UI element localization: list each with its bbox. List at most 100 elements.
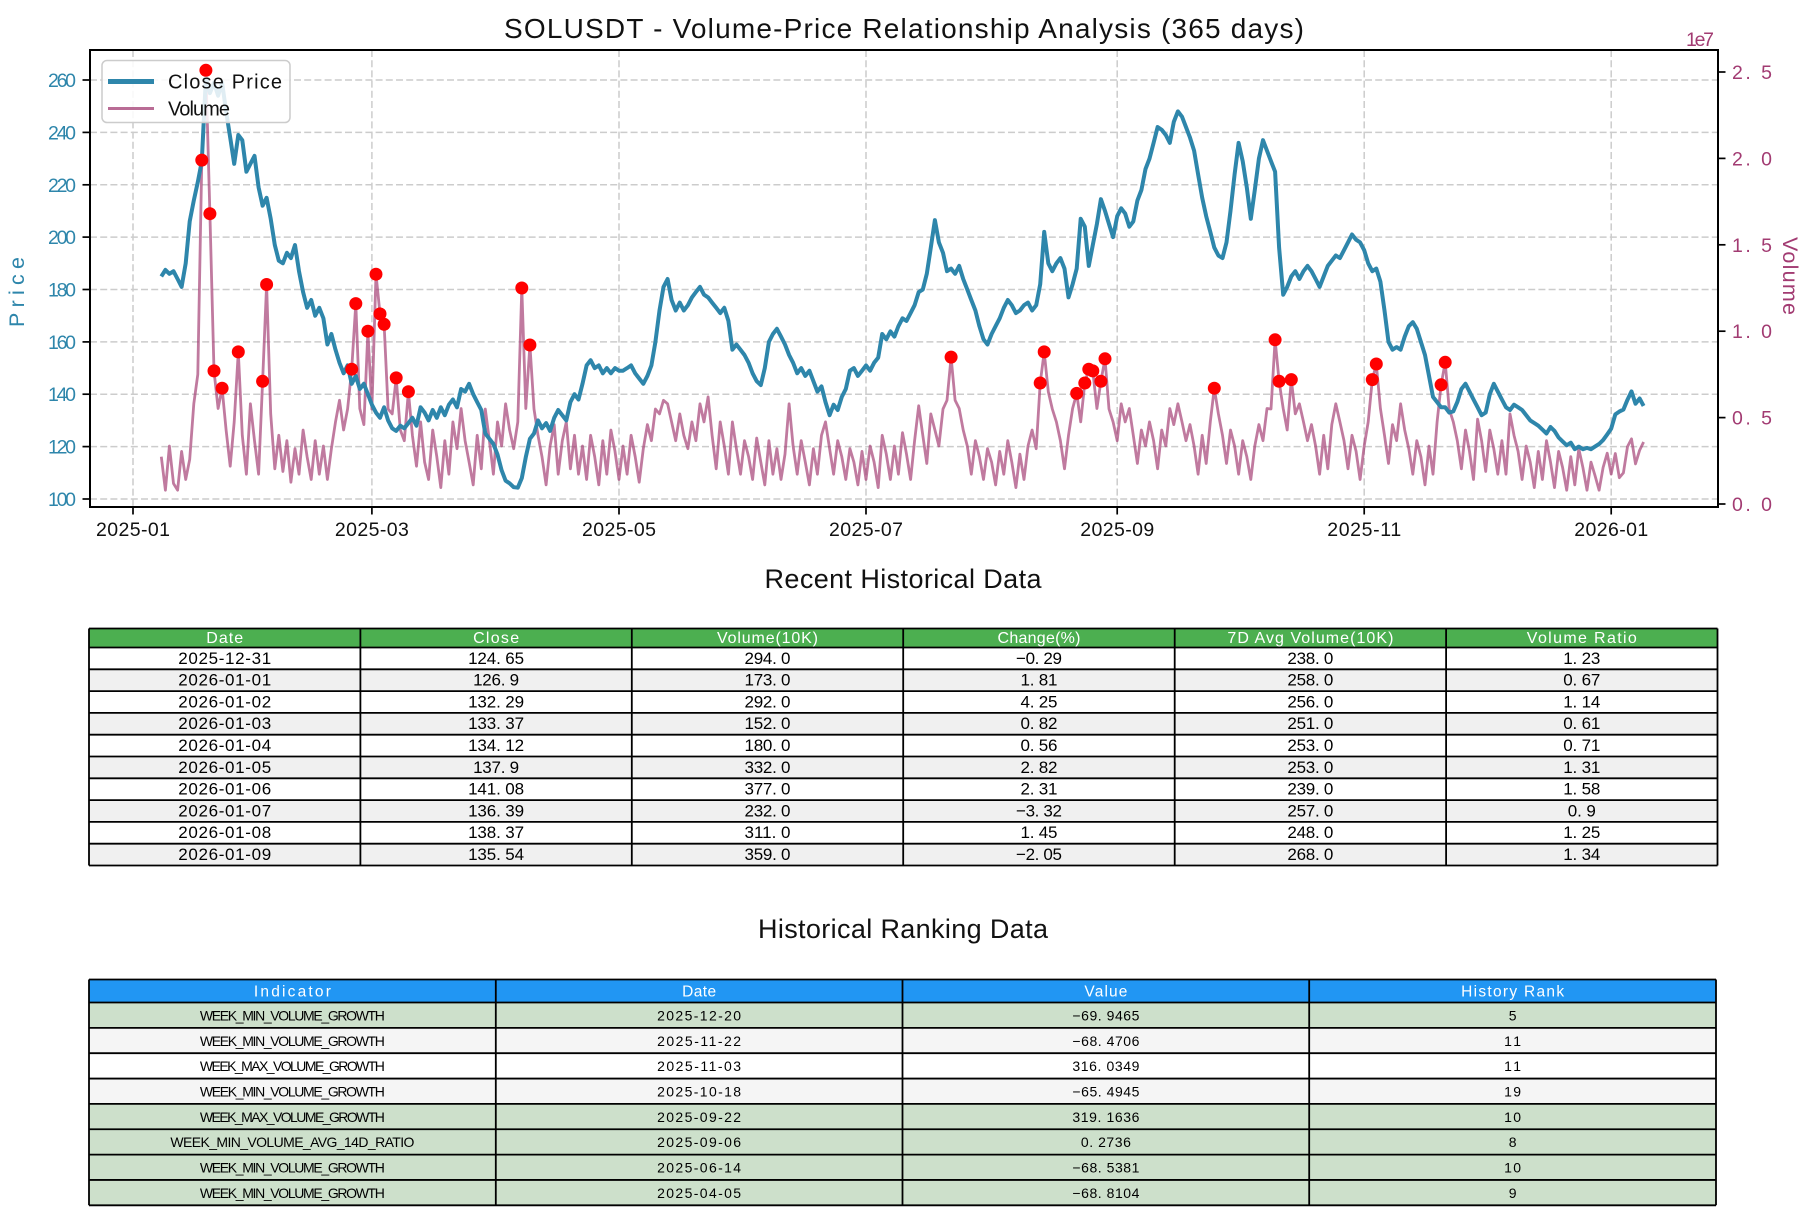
svg-text:359. 0: 359. 0 — [745, 845, 791, 864]
svg-text:2025-04-05: 2025-04-05 — [657, 1185, 741, 1201]
svg-text:100: 100 — [48, 489, 76, 511]
svg-text:256. 0: 256. 0 — [1287, 692, 1333, 711]
svg-text:−68. 4706: −68. 4706 — [1072, 1033, 1139, 1049]
svg-text:258. 0: 258. 0 — [1287, 671, 1333, 690]
svg-text:Recent Historical Data: Recent Historical Data — [765, 564, 1043, 594]
svg-text:−0. 29: −0. 29 — [1016, 649, 1062, 668]
svg-text:1. 81: 1. 81 — [1021, 671, 1058, 690]
svg-text:WEEK_MIN_VOLUME_GROWTH: WEEK_MIN_VOLUME_GROWTH — [200, 1185, 385, 1201]
svg-text:2026-01: 2026-01 — [1574, 519, 1648, 541]
svg-text:WEEK_MIN_VOLUME_AVG_14D_RATIO: WEEK_MIN_VOLUME_AVG_14D_RATIO — [170, 1134, 414, 1150]
svg-text:253. 0: 253. 0 — [1287, 736, 1333, 755]
svg-text:7D Avg Volume(10K): 7D Avg Volume(10K) — [1227, 630, 1393, 647]
svg-text:10: 10 — [1504, 1160, 1521, 1176]
svg-text:332. 0: 332. 0 — [745, 758, 791, 777]
svg-text:Close Price: Close Price — [168, 72, 282, 94]
svg-text:1. 58: 1. 58 — [1563, 780, 1600, 799]
svg-text:160: 160 — [48, 332, 76, 354]
svg-text:268. 0: 268. 0 — [1287, 845, 1333, 864]
svg-text:Volume: Volume — [168, 99, 230, 121]
svg-text:0. 67: 0. 67 — [1563, 671, 1600, 690]
svg-text:−68. 5381: −68. 5381 — [1072, 1160, 1139, 1176]
svg-text:253. 0: 253. 0 — [1287, 758, 1333, 777]
svg-text:377. 0: 377. 0 — [745, 780, 791, 799]
svg-text:2025-11: 2025-11 — [1327, 519, 1401, 541]
svg-text:220: 220 — [48, 175, 76, 197]
svg-text:2026-01-06: 2026-01-06 — [178, 780, 271, 799]
svg-text:2026-01-04: 2026-01-04 — [178, 736, 271, 755]
svg-text:0. 2736: 0. 2736 — [1081, 1134, 1131, 1150]
svg-text:1. 14: 1. 14 — [1563, 692, 1600, 711]
svg-text:2026-01-07: 2026-01-07 — [178, 801, 271, 820]
svg-text:137. 9: 137. 9 — [473, 758, 519, 777]
svg-text:WEEK_MIN_VOLUME_GROWTH: WEEK_MIN_VOLUME_GROWTH — [200, 1084, 385, 1100]
svg-text:Volume: Volume — [1778, 237, 1802, 315]
svg-text:260: 260 — [48, 70, 76, 92]
svg-text:180. 0: 180. 0 — [745, 736, 791, 755]
svg-text:2. 82: 2. 82 — [1021, 758, 1058, 777]
svg-text:Volume Ratio: Volume Ratio — [1527, 630, 1637, 647]
svg-text:2025-03: 2025-03 — [335, 519, 409, 541]
svg-text:0. 82: 0. 82 — [1021, 714, 1058, 733]
svg-text:2026-01-09: 2026-01-09 — [178, 845, 271, 864]
svg-text:248. 0: 248. 0 — [1287, 823, 1333, 842]
svg-text:19: 19 — [1504, 1084, 1521, 1100]
svg-text:1. 45: 1. 45 — [1021, 823, 1058, 842]
svg-text:Value: Value — [1084, 984, 1127, 1001]
svg-text:238. 0: 238. 0 — [1287, 649, 1333, 668]
svg-text:1. 23: 1. 23 — [1563, 649, 1600, 668]
svg-text:Date: Date — [682, 984, 716, 1001]
svg-text:WEEK_MAX_VOLUME_GROWTH: WEEK_MAX_VOLUME_GROWTH — [200, 1058, 385, 1074]
svg-text:2025-09-06: 2025-09-06 — [657, 1134, 741, 1150]
svg-text:Volume(10K): Volume(10K) — [717, 630, 818, 647]
svg-text:133. 37: 133. 37 — [468, 714, 524, 733]
svg-text:−3. 32: −3. 32 — [1016, 801, 1062, 820]
svg-text:292. 0: 292. 0 — [745, 692, 791, 711]
svg-text:140: 140 — [48, 384, 76, 406]
svg-text:0. 71: 0. 71 — [1563, 736, 1600, 755]
svg-text:1. 31: 1. 31 — [1563, 758, 1600, 777]
svg-text:2025-09: 2025-09 — [1080, 519, 1154, 541]
svg-text:2025-05: 2025-05 — [582, 519, 656, 541]
svg-text:2025-12-31: 2025-12-31 — [178, 649, 271, 668]
svg-text:5: 5 — [1509, 1008, 1517, 1024]
svg-text:SOLUSDT - Volume-Price Relatio: SOLUSDT - Volume-Price Relationship Anal… — [504, 13, 1304, 44]
svg-text:257. 0: 257. 0 — [1287, 801, 1333, 820]
svg-text:132. 29: 132. 29 — [468, 692, 524, 711]
svg-text:2025-12-20: 2025-12-20 — [657, 1008, 741, 1024]
svg-text:134. 12: 134. 12 — [468, 736, 524, 755]
svg-text:4. 25: 4. 25 — [1021, 692, 1058, 711]
svg-text:−69. 9465: −69. 9465 — [1072, 1008, 1139, 1024]
svg-text:WEEK_MIN_VOLUME_GROWTH: WEEK_MIN_VOLUME_GROWTH — [200, 1160, 385, 1176]
svg-text:2026-01-08: 2026-01-08 — [178, 823, 271, 842]
svg-text:316. 0349: 316. 0349 — [1072, 1058, 1139, 1074]
svg-text:1. 25: 1. 25 — [1563, 823, 1600, 842]
svg-text:2025-09-22: 2025-09-22 — [657, 1109, 741, 1125]
svg-text:11: 11 — [1504, 1033, 1521, 1049]
svg-text:2025-10-18: 2025-10-18 — [657, 1084, 741, 1100]
svg-text:WEEK_MIN_VOLUME_GROWTH: WEEK_MIN_VOLUME_GROWTH — [200, 1008, 385, 1024]
svg-text:152. 0: 152. 0 — [745, 714, 791, 733]
svg-text:180: 180 — [48, 280, 76, 302]
svg-text:0. 9: 0. 9 — [1568, 801, 1596, 820]
svg-text:138. 37: 138. 37 — [468, 823, 524, 842]
svg-text:Date: Date — [206, 630, 243, 647]
svg-text:124. 65: 124. 65 — [468, 649, 524, 668]
svg-text:History Rank: History Rank — [1461, 984, 1564, 1001]
svg-text:WEEK_MAX_VOLUME_GROWTH: WEEK_MAX_VOLUME_GROWTH — [200, 1109, 385, 1125]
svg-text:Close: Close — [473, 630, 519, 647]
svg-text:141. 08: 141. 08 — [468, 780, 524, 799]
svg-text:−68. 8104: −68. 8104 — [1072, 1185, 1139, 1201]
svg-text:2025-01: 2025-01 — [96, 519, 170, 541]
svg-text:Change(%): Change(%) — [998, 630, 1081, 647]
svg-text:136. 39: 136. 39 — [468, 801, 524, 820]
svg-text:Historical Ranking Data: Historical Ranking Data — [758, 914, 1049, 944]
svg-text:WEEK_MIN_VOLUME_GROWTH: WEEK_MIN_VOLUME_GROWTH — [200, 1033, 385, 1049]
svg-text:1e7: 1e7 — [1686, 29, 1714, 51]
svg-text:2026-01-02: 2026-01-02 — [178, 692, 271, 711]
svg-text:239. 0: 239. 0 — [1287, 780, 1333, 799]
svg-text:135. 54: 135. 54 — [468, 845, 524, 864]
svg-text:10: 10 — [1504, 1109, 1521, 1125]
svg-text:2026-01-05: 2026-01-05 — [178, 758, 271, 777]
svg-text:2026-01-03: 2026-01-03 — [178, 714, 271, 733]
